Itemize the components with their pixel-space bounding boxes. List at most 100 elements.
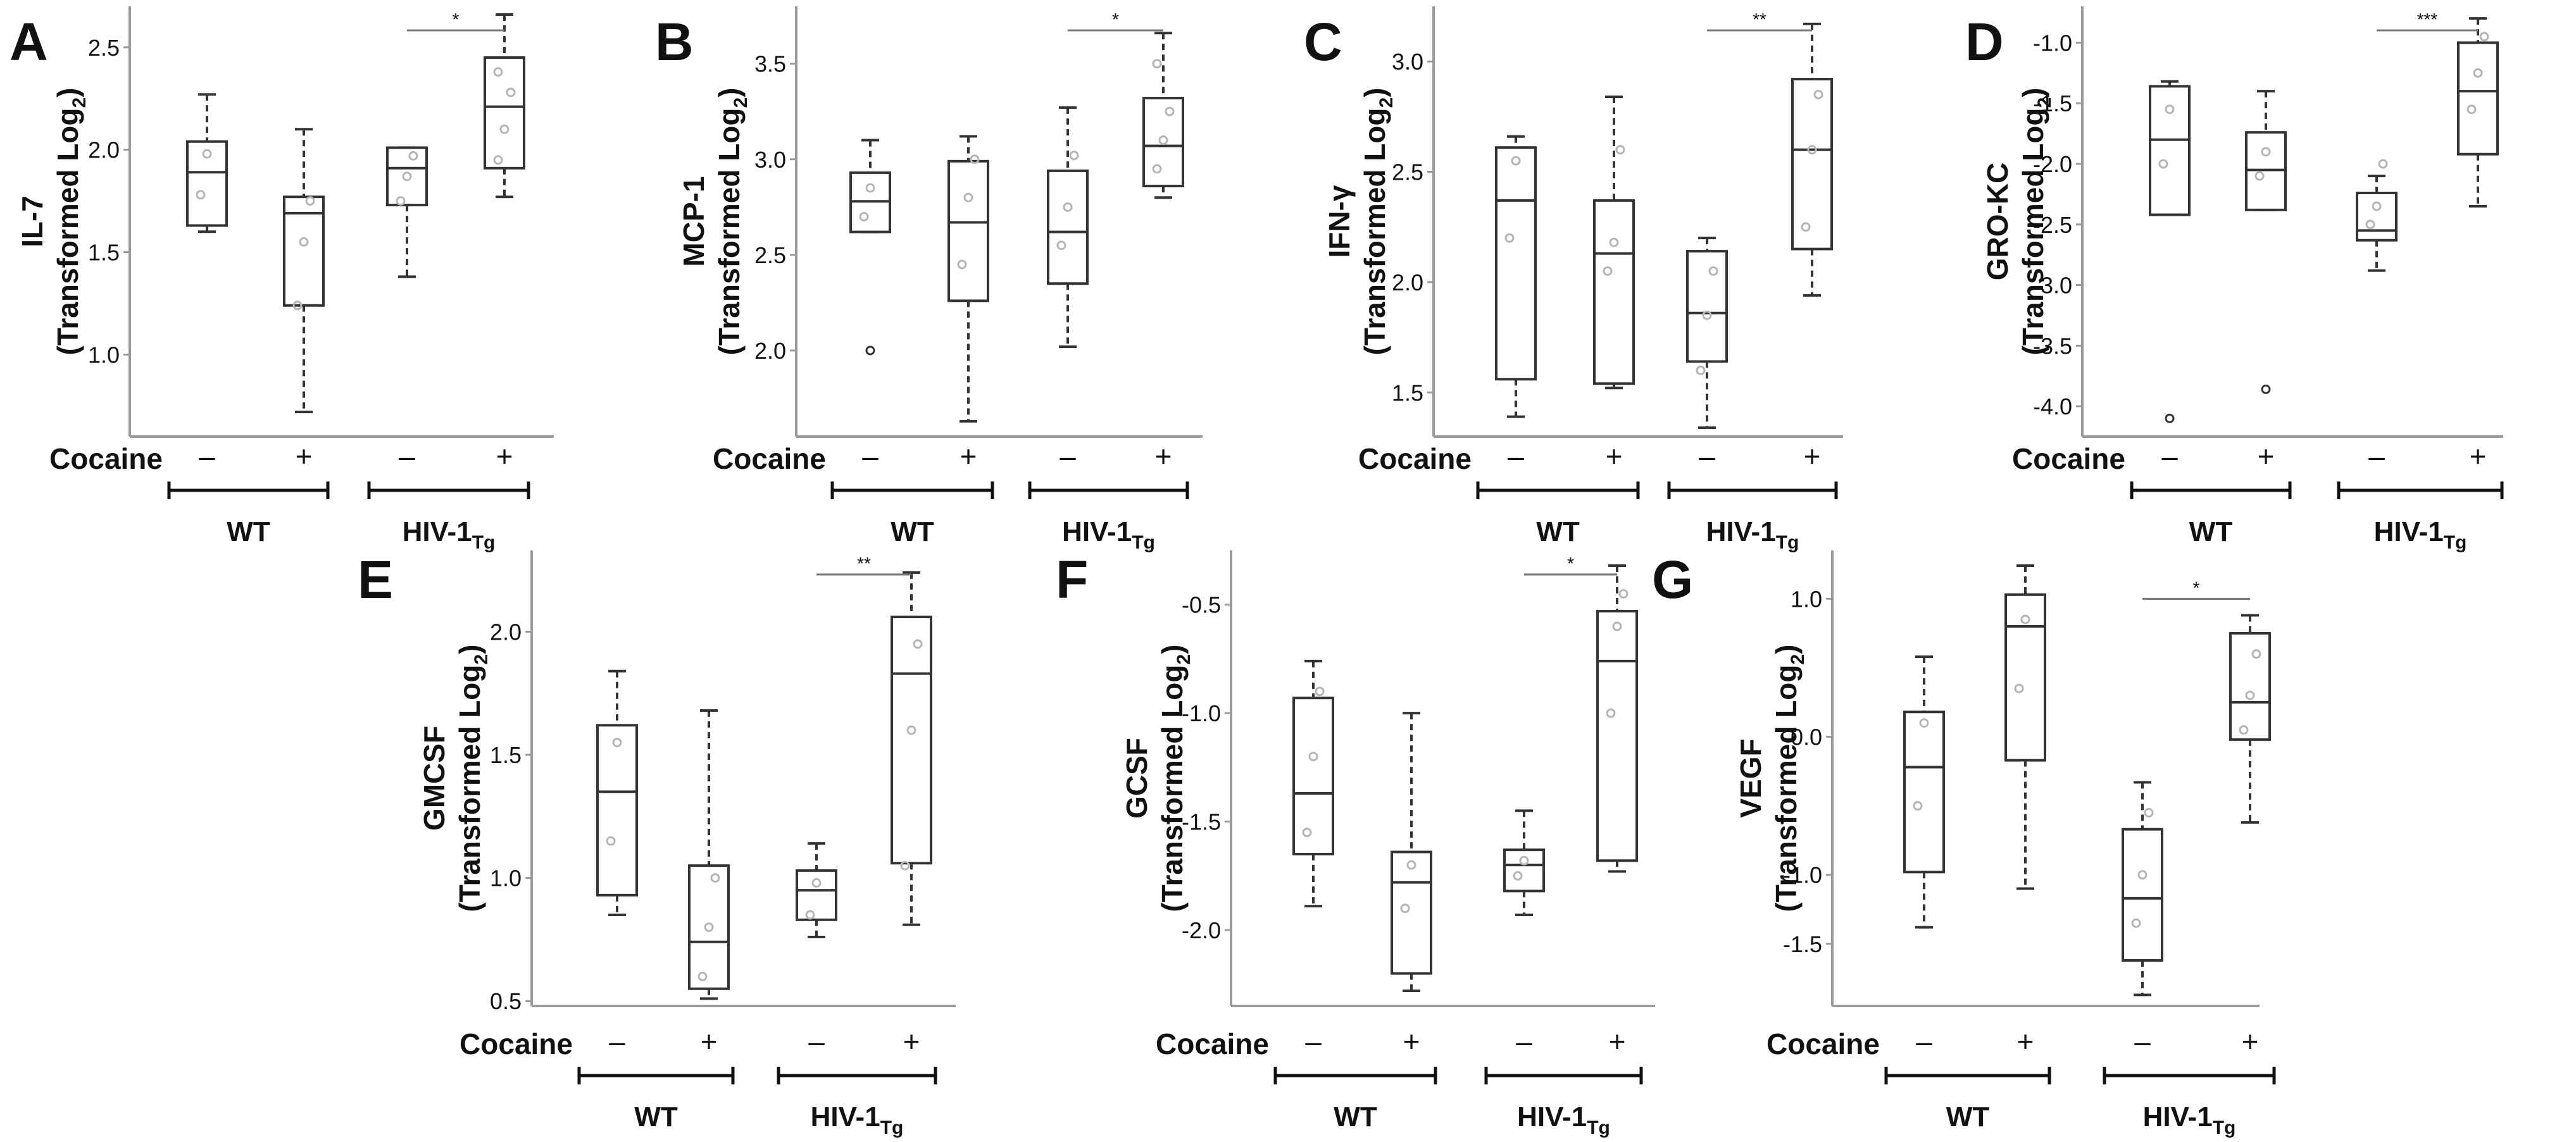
y-axis-title: VEGF [1734,738,1767,817]
group-label-hiv: HIV-1Tg [1706,516,1799,553]
data-point [906,725,916,735]
data-point [2372,201,2382,211]
y-tick-label: 2.0 [490,619,522,645]
box-hiv-control [796,842,837,939]
data-point [1606,708,1616,718]
data-point [2137,870,2148,880]
data-point [1063,202,1073,212]
data-point [2144,808,2154,818]
data-point [396,196,406,206]
y-tick-label: 2.5 [754,242,786,268]
data-point [499,124,510,134]
box-wt-control [1292,659,1334,908]
cocaine-sign: – [199,440,215,473]
cocaine-sign: – [862,440,878,473]
data-point [1609,237,1619,247]
y-axis-units: (Transformed Log2) [453,644,492,912]
box-iqr [947,159,989,302]
data-point [1511,156,1521,166]
cocaine-sign: + [2242,1025,2259,1058]
data-point [1696,365,1706,375]
y-axis-title: GCSF [1120,738,1153,819]
box-hiv-cocaine [1142,32,1184,199]
y-axis-units: (Transformed Log2) [1358,87,1397,355]
box-iqr [796,869,837,921]
data-point [2365,220,2375,230]
y-tick-label: 0.5 [490,988,522,1014]
data-point [2378,159,2388,169]
data-point [292,301,303,311]
y-axis-units: (Transformed Log2) [1770,644,1808,912]
y-tick-label: -2.5 [2033,212,2072,238]
box-hiv-cocaine [1596,564,1638,873]
cocaine-label: Cocaine [1156,1027,1269,1060]
cocaine-sign: + [960,440,977,473]
panel-f: F -2.0 -1.5 -1.0 -0.5 GCSF (Transformed Log2) –… [1056,550,1655,1138]
data-point [402,171,412,182]
box-hiv-control [1686,237,1728,430]
box-wt-cocaine [1593,95,1635,390]
cocaine-sign: + [1609,1025,1626,1058]
box-iqr [891,616,932,865]
data-point [811,878,822,888]
y-tick-label: 1.5 [1392,380,1423,406]
panel-letter: C [1304,12,1342,71]
box-wt-cocaine [283,128,325,414]
box-wt-cocaine [2245,90,2287,394]
data-point [859,211,869,221]
cocaine-sign: + [903,1025,920,1058]
y-axis-label: MCP-1 (Transformed Log2) [677,87,751,355]
data-point [2020,614,2030,624]
significance-stars: *** [2417,9,2438,29]
box-iqr [1495,146,1537,381]
box-wt-control [2149,80,2191,423]
y-axis-label: IFN-γ (Transformed Log2) [1323,87,1397,355]
data-point [612,738,622,748]
y-tick-label: 2.0 [1392,270,1423,295]
box-iqr [186,140,228,227]
cocaine-sign: – [1508,440,1524,473]
data-point [1302,828,1312,838]
data-point [2473,68,2483,78]
cocaine-label: Cocaine [1358,442,1472,475]
box-iqr [688,864,730,990]
box-wt-control [1903,655,1945,929]
data-point [2251,649,2261,659]
data-point [196,190,206,200]
cocaine-sign: + [1403,1025,1420,1058]
box-iqr [2004,593,2046,762]
box-wt-control [849,139,891,356]
y-tick-label: 1.0 [490,866,522,891]
data-point [1152,164,1162,174]
box-hiv-control [386,146,428,278]
box-iqr [1596,610,1638,862]
panel-letter: G [1652,550,1693,609]
data-point [1158,135,1168,146]
box-hiv-control [2356,159,2398,272]
y-tick-label: -1.0 [1783,862,1822,888]
box-iqr [2229,631,2271,741]
data-point [305,196,315,206]
y-tick-label: 3.5 [754,51,786,77]
y-tick-label: 1.5 [88,240,120,266]
cocaine-sign: + [2258,440,2275,473]
box-iqr [2149,85,2191,216]
panel-letter: E [358,550,393,609]
data-point [606,836,616,846]
data-point [408,151,418,161]
data-point [1519,855,1529,866]
group-label-wt: WT [1946,1102,1990,1133]
outlier-point [2261,384,2271,394]
y-tick-label: 1.5 [490,742,522,768]
y-tick-label: -3.5 [2033,333,2072,359]
data-point [493,155,503,165]
data-point [1513,871,1523,881]
group-label-wt: WT [1334,1102,1377,1133]
data-point [805,910,815,920]
y-axis-title: GRO-KC [1981,163,2014,281]
group-label-hiv: HIV-1Tg [2143,1102,2236,1138]
panel-d: D -4.0 -3.5 -3.0 -2.5 -2.0 -1.5 -1.0 GRO-KC (Tran… [1965,6,2504,553]
y-tick-label: 1.0 [1791,586,1822,612]
group-label-hiv: HIV-1Tg [1517,1102,1610,1138]
data-point [1919,718,1929,728]
